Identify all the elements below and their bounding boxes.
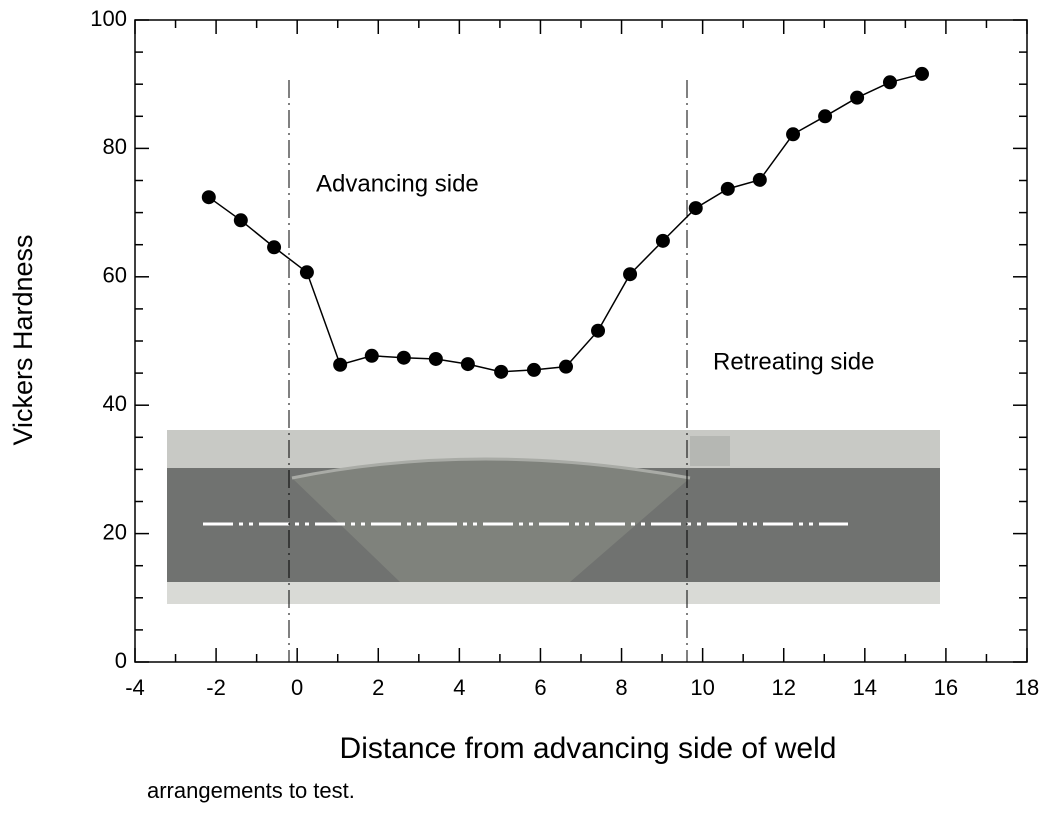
x-tick-label: 6 [534,675,546,700]
data-point [559,360,573,374]
x-tick-label: -4 [125,675,145,700]
data-point [429,352,443,366]
x-axis-label: Distance from advancing side of weld [340,732,837,765]
data-point [753,173,767,187]
x-tick-label: 18 [1015,675,1039,700]
data-point [850,91,864,105]
x-tick-label: -2 [206,675,226,700]
data-point [623,267,637,281]
data-point [397,351,411,365]
y-tick-label: 80 [103,134,127,159]
data-point [300,265,314,279]
x-tick-label: 8 [615,675,627,700]
data-line [209,74,922,372]
x-tick-label: 14 [853,675,877,700]
y-tick-label: 40 [103,391,127,416]
y-tick-label: 100 [90,6,127,31]
x-tick-label: 2 [372,675,384,700]
annotation: Advancing side [316,170,479,197]
y-tick-label: 0 [115,648,127,673]
y-axis-label: Vickers Hardness [8,234,38,445]
data-point [656,234,670,248]
data-point [883,75,897,89]
x-tick-label: 0 [291,675,303,700]
x-tick-label: 12 [771,675,795,700]
caption: arrangements to test. [147,778,355,803]
data-point [461,357,475,371]
data-point [267,240,281,254]
y-tick-label: 60 [103,263,127,288]
data-point [527,363,541,377]
data-point [365,349,379,363]
data-point [333,358,347,372]
data-point [786,127,800,141]
data-point [689,201,703,215]
annotation: Retreating side [713,348,874,375]
data-point [202,190,216,204]
weld-photo [167,430,940,604]
data-point [234,213,248,227]
data-point [494,365,508,379]
data-point [818,109,832,123]
chart: Advancing side Retreating side Vickers H… [0,0,1047,810]
data-point [721,182,735,196]
y-tick-label: 20 [103,519,127,544]
data-point [915,67,929,81]
x-tick-label: 4 [453,675,465,700]
data-point [591,324,605,338]
x-tick-label: 10 [690,675,714,700]
x-tick-label: 16 [934,675,958,700]
